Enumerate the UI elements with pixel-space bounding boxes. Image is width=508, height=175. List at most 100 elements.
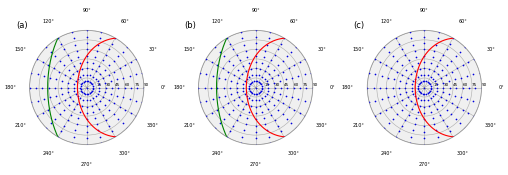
Point <box>239 89 247 92</box>
Point <box>83 42 91 44</box>
Point <box>420 124 428 127</box>
Point <box>226 130 234 133</box>
Point <box>282 78 290 81</box>
Point <box>243 55 251 58</box>
Point <box>424 92 432 94</box>
Point <box>269 68 277 71</box>
Point <box>273 73 281 76</box>
Point <box>60 108 68 111</box>
Point <box>86 74 94 77</box>
Point <box>470 58 478 60</box>
Point <box>309 86 317 89</box>
Point <box>457 76 465 79</box>
Point <box>68 31 76 34</box>
Point <box>408 86 416 89</box>
Point <box>277 86 285 89</box>
Point <box>211 46 219 48</box>
Point <box>132 58 140 60</box>
Point <box>140 86 148 89</box>
Point <box>89 111 98 113</box>
Point <box>251 124 260 127</box>
Point <box>271 53 279 56</box>
Point <box>101 91 109 94</box>
Point <box>79 98 87 101</box>
Point <box>402 104 410 107</box>
Point <box>240 92 248 95</box>
Point <box>445 79 453 82</box>
Point <box>251 92 260 95</box>
Point <box>236 114 244 116</box>
Point <box>463 75 471 77</box>
Point <box>50 105 58 108</box>
Point <box>240 43 248 46</box>
Point <box>60 73 69 76</box>
Point <box>411 77 420 80</box>
Point <box>419 92 427 95</box>
Point <box>295 98 303 100</box>
Point <box>27 71 36 74</box>
Point <box>89 88 97 90</box>
Point <box>463 98 471 100</box>
Point <box>398 108 406 111</box>
Point <box>260 117 268 120</box>
Point <box>427 97 435 100</box>
Point <box>40 75 48 77</box>
Point <box>110 70 118 73</box>
Point <box>456 122 464 125</box>
Point <box>66 77 74 79</box>
Point <box>71 43 79 46</box>
Point <box>426 83 434 86</box>
Point <box>427 88 435 90</box>
Point <box>433 83 441 86</box>
Point <box>437 77 445 79</box>
Point <box>420 80 428 83</box>
Point <box>39 111 47 114</box>
Point <box>245 85 253 87</box>
Point <box>420 42 428 44</box>
Point <box>94 43 102 46</box>
Point <box>83 111 91 114</box>
Point <box>227 79 235 82</box>
Point <box>226 86 234 89</box>
Point <box>434 100 442 102</box>
Point <box>242 95 250 98</box>
Point <box>55 70 64 73</box>
Point <box>261 123 269 126</box>
Point <box>393 102 401 105</box>
Point <box>377 75 386 77</box>
Point <box>469 73 478 76</box>
Point <box>234 68 242 71</box>
Point <box>452 118 460 120</box>
Point <box>202 115 210 117</box>
Point <box>69 100 77 102</box>
Point <box>96 64 104 67</box>
Point <box>102 86 110 89</box>
Point <box>376 111 385 114</box>
Point <box>431 92 439 95</box>
Point <box>111 136 119 138</box>
Point <box>414 62 422 64</box>
Point <box>251 105 260 108</box>
Point <box>87 82 95 84</box>
Point <box>271 119 279 122</box>
Point <box>76 75 84 78</box>
Point <box>234 104 242 107</box>
Point <box>282 94 290 97</box>
Point <box>420 35 428 38</box>
Point <box>81 80 89 83</box>
Point <box>102 53 110 56</box>
Point <box>64 81 72 84</box>
Point <box>251 48 260 51</box>
Point <box>436 114 444 116</box>
Point <box>409 43 417 46</box>
Point <box>389 86 397 89</box>
Point <box>404 96 412 98</box>
Point <box>242 123 250 126</box>
Point <box>283 118 291 120</box>
Point <box>108 86 116 89</box>
Point <box>125 98 134 100</box>
Point <box>263 129 271 132</box>
Point <box>251 86 260 89</box>
Point <box>449 37 457 39</box>
Point <box>215 122 224 125</box>
